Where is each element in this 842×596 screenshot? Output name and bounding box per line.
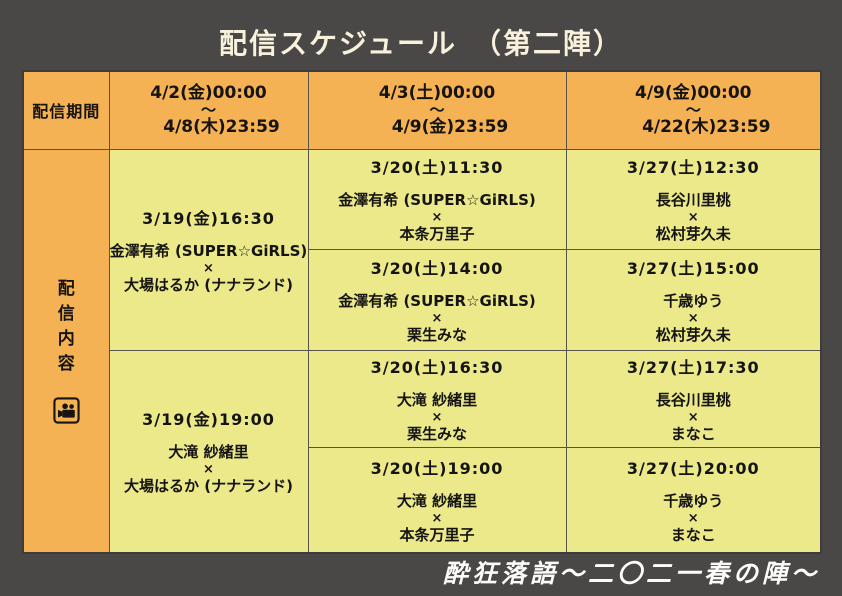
performer-2: 本条万里子 xyxy=(399,525,475,544)
session-datetime: 3/19(金)16:30 xyxy=(142,208,275,228)
period-cell-2: 4/3(土)00:00 ～ 4/9(金)23:59 xyxy=(307,70,567,150)
vs-mark: × xyxy=(687,210,699,225)
performer-2: 松村芽久未 xyxy=(655,325,731,344)
performer-2: まなこ xyxy=(670,424,716,443)
performer-1: 千歳ゆう xyxy=(663,291,724,310)
schedule-cell-col3-4: 3/27(土)20:00 千歳ゆう × まなこ xyxy=(565,446,822,554)
performer-1: 千歳ゆう xyxy=(663,491,724,510)
performer-2: 大場はるか (ナナランド) xyxy=(124,477,293,496)
performer-2: 本条万里子 xyxy=(399,225,475,243)
vs-mark: × xyxy=(687,510,699,526)
performer-1: 金澤有希 (SUPER☆GiRLS) xyxy=(338,191,536,209)
vs-mark: × xyxy=(687,409,699,425)
schedule-cell-col3-3: 3/27(土)17:30 長谷川里桃 × まなこ xyxy=(565,349,822,448)
period-1-tilde: ～ xyxy=(200,101,216,120)
period-header-row: 配信期間 4/2(金)00:00 ～ 4/8(木)23:59 4/3(土)00:… xyxy=(22,70,822,150)
period-1-end: 4/8(木)23:59 xyxy=(163,117,280,138)
session-datetime: 3/20(土)11:30 xyxy=(370,158,504,177)
period-cell-3: 4/9(金)00:00 ～ 4/22(木)23:59 xyxy=(565,70,822,150)
period-2-tilde: ～ xyxy=(429,101,445,120)
period-1-start: 4/2(金)00:00 xyxy=(150,83,267,104)
session-datetime: 3/20(土)14:00 xyxy=(370,258,504,278)
performer-2: 栗生みな xyxy=(406,424,467,443)
vs-mark: × xyxy=(203,260,214,276)
schedule-cell-col2-2: 3/20(土)14:00 金澤有希 (SUPER☆GiRLS) × 栗生みな xyxy=(307,248,567,351)
schedule-cell-col3-1: 3/27(土)12:30 長谷川里桃 × 松村芽久未 xyxy=(565,148,822,250)
performer-1: 大滝 紗緒里 xyxy=(168,443,249,462)
vs-mark: × xyxy=(203,462,214,478)
event-series-banner: 酔狂落語～二〇二一春の陣～ xyxy=(442,559,820,588)
performer-1: 大滝 紗緒里 xyxy=(396,390,478,409)
session-datetime: 3/27(土)12:30 xyxy=(626,158,760,177)
page-title: 配信スケジュール （第二陣） xyxy=(218,27,624,60)
content-label-char-1: 配 xyxy=(57,279,75,300)
period-3-start: 4/9(金)00:00 xyxy=(634,83,752,104)
period-2-start: 4/3(土)00:00 xyxy=(378,83,496,104)
schedule-cell-col2-1: 3/20(土)11:30 金澤有希 (SUPER☆GiRLS) × 本条万里子 xyxy=(307,148,567,250)
vs-mark: × xyxy=(687,310,699,326)
session-datetime: 3/19(金)19:00 xyxy=(142,410,275,430)
schedule-row-3: 3/19(金)19:00 大滝 紗緒里 × 大場はるか (ナナランド) 3/20… xyxy=(23,349,822,554)
vs-mark: × xyxy=(431,510,443,526)
performer-2: 栗生みな xyxy=(406,325,467,344)
performer-1: 大滝 紗緒里 xyxy=(396,491,478,510)
vs-mark: × xyxy=(431,210,443,225)
schedule-cell-col3-2: 3/27(土)15:00 千歳ゆう × 松村芽久未 xyxy=(565,248,822,351)
cinema-camera-icon xyxy=(53,397,80,424)
session-datetime: 3/27(土)20:00 xyxy=(626,458,760,478)
performer-1: 金澤有希 (SUPER☆GiRLS) xyxy=(109,241,308,260)
schedule-cell-col1-1: 3/19(金)16:30 金澤有希 (SUPER☆GiRLS) × 大場はるか … xyxy=(108,148,309,351)
content-label-char-3: 内 xyxy=(57,329,75,350)
schedule-row-1: 配 信 内 容 3/19(金)16:30 金澤有希 (SUPE xyxy=(22,148,822,554)
schedule-table-container: 配信期間 4/2(金)00:00 ～ 4/8(木)23:59 4/3(土)00:… xyxy=(22,70,822,554)
schedule-row-4: 3/20(土)19:00 大滝 紗緒里 × 本条万里子 3/27(土)20:00… xyxy=(23,446,822,554)
content-label-char-4: 容 xyxy=(57,354,75,375)
schedule-cell-col2-4: 3/20(土)19:00 大滝 紗緒里 × 本条万里子 xyxy=(307,446,567,554)
performer-1: 金澤有希 (SUPER☆GiRLS) xyxy=(338,291,536,310)
session-datetime: 3/20(土)19:00 xyxy=(370,458,504,478)
schedule-cell-col2-3: 3/20(土)16:30 大滝 紗緒里 × 栗生みな xyxy=(307,349,567,448)
vs-mark: × xyxy=(431,409,443,425)
vs-mark: × xyxy=(431,310,443,326)
period-cell-1: 4/2(金)00:00 ～ 4/8(木)23:59 xyxy=(108,70,309,150)
schedule-table: 配信期間 4/2(金)00:00 ～ 4/8(木)23:59 4/3(土)00:… xyxy=(22,70,822,554)
content-label-char-2: 信 xyxy=(57,304,75,325)
session-datetime: 3/27(土)15:00 xyxy=(626,258,760,278)
performer-2: 松村芽久未 xyxy=(655,225,731,243)
period-3-tilde: ～ xyxy=(685,101,701,120)
performer-1: 長谷川里桃 xyxy=(655,191,731,209)
performer-1: 長谷川里桃 xyxy=(655,390,731,409)
session-datetime: 3/20(土)16:30 xyxy=(370,357,504,377)
content-label-cell: 配 信 内 容 xyxy=(22,148,110,554)
session-datetime: 3/27(土)17:30 xyxy=(626,357,760,377)
performer-2: まなこ xyxy=(670,525,716,544)
performer-2: 大場はるか (ナナランド) xyxy=(124,275,293,294)
period-3-end: 4/22(木)23:59 xyxy=(642,117,771,138)
period-label: 配信期間 xyxy=(22,70,110,150)
period-2-end: 4/9(金)23:59 xyxy=(391,117,509,138)
schedule-cell-col1-2: 3/19(金)19:00 大滝 紗緒里 × 大場はるか (ナナランド) xyxy=(108,349,309,554)
